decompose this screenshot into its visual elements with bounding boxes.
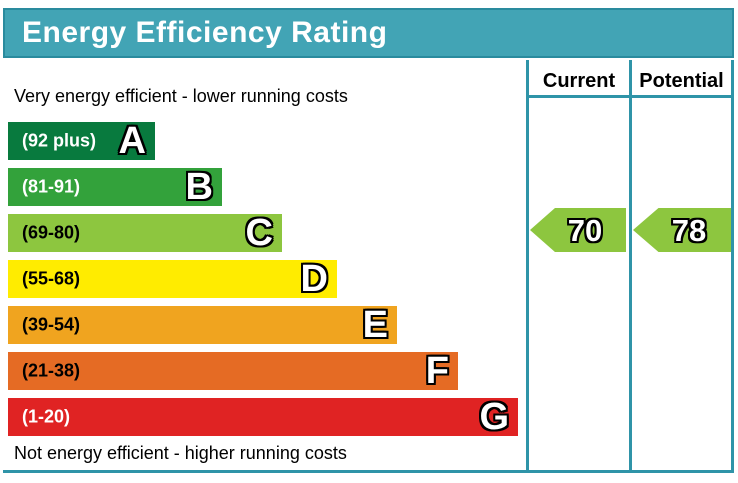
band-letter: B bbox=[185, 166, 213, 208]
band-letter: E bbox=[362, 304, 388, 346]
band-range-label: (21-38) bbox=[22, 360, 81, 381]
band-range-label: (1-20) bbox=[22, 406, 71, 427]
current-rating-value: 70 bbox=[567, 212, 603, 248]
band-row-d: (55-68) D bbox=[8, 260, 337, 298]
band-range-label: (55-68) bbox=[22, 268, 81, 289]
band-letter: A bbox=[118, 120, 146, 162]
band-range-label: (69-80) bbox=[22, 222, 81, 243]
band-letter: G bbox=[479, 396, 509, 438]
band-row-b: (81-91) B bbox=[8, 168, 222, 206]
band-row-e: (39-54) E bbox=[8, 306, 397, 344]
band-range-label: (92 plus) bbox=[22, 130, 97, 151]
band-row-f: (21-38) F bbox=[8, 352, 458, 390]
table-divider-right bbox=[731, 60, 734, 473]
band-row-a: (92 plus) A bbox=[8, 122, 155, 160]
page-title: Energy Efficiency Rating bbox=[22, 16, 388, 49]
current-rating-arrow: 70 bbox=[530, 208, 626, 252]
band-letter: C bbox=[245, 212, 273, 254]
table-divider-left bbox=[526, 60, 529, 473]
current-column-header: Current bbox=[542, 70, 616, 92]
band-letter: F bbox=[425, 350, 449, 392]
potential-rating-value: 78 bbox=[671, 212, 707, 248]
potential-column-header: Potential bbox=[639, 70, 724, 92]
title-bar: Energy Efficiency Rating bbox=[3, 8, 734, 58]
band-letter: D bbox=[300, 258, 328, 300]
bottom-border-line bbox=[3, 470, 734, 473]
potential-rating-arrow: 78 bbox=[633, 208, 731, 252]
bands: (92 plus) A (81-91) B (69-80) C (55-68) D (39-54… bbox=[8, 122, 518, 444]
table-divider-middle bbox=[629, 60, 632, 473]
top-note: Very energy efficient - lower running co… bbox=[14, 86, 348, 106]
header-underline bbox=[526, 95, 734, 98]
band-range-label: (81-91) bbox=[22, 176, 81, 197]
bottom-note: Not energy efficient - higher running co… bbox=[14, 443, 347, 463]
band-range-label: (39-54) bbox=[22, 314, 81, 335]
band-row-c: (69-80) C bbox=[8, 214, 282, 252]
band-row-g: (1-20) G bbox=[8, 398, 518, 436]
